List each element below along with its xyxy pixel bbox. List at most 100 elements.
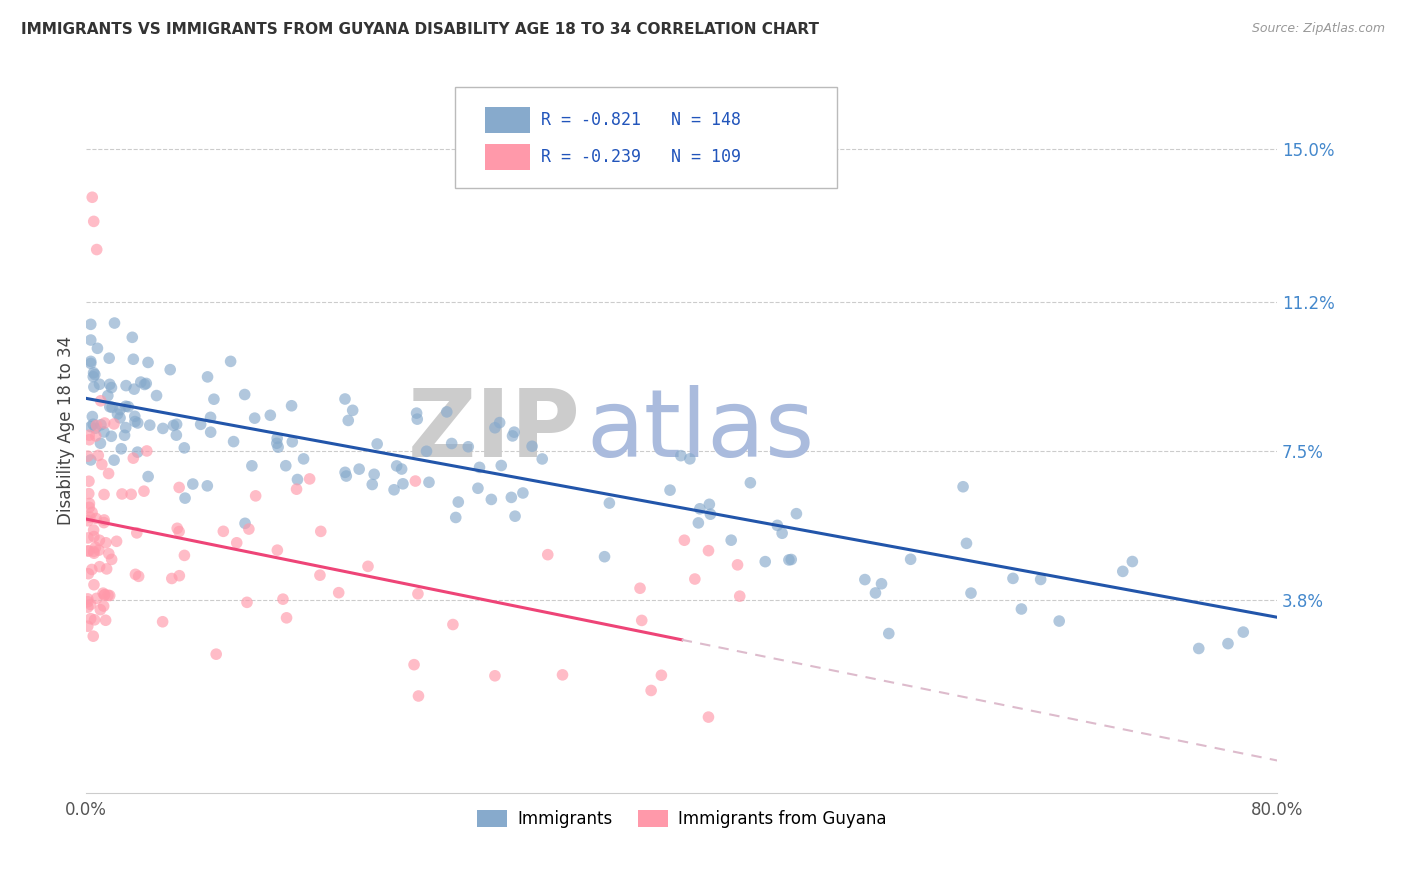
Text: R = -0.239   N = 109: R = -0.239 N = 109: [541, 148, 741, 166]
Point: [298, 472, 321, 486]
Point: [90, 458, 112, 472]
Point: [93, 425, 115, 439]
Point: [107, 407, 129, 421]
Point: [197, 370, 219, 384]
Point: [491, 458, 513, 473]
Point: [259, 409, 281, 423]
Point: [117, 400, 139, 414]
Point: [86, 243, 108, 257]
Point: [83, 380, 105, 394]
Point: [728, 589, 751, 603]
Point: [385, 458, 408, 473]
Point: [408, 689, 430, 703]
Point: [83, 523, 105, 537]
Point: [127, 416, 149, 430]
Point: [159, 362, 181, 376]
Point: [167, 524, 190, 539]
Point: [79, 510, 101, 524]
Point: [134, 377, 156, 392]
Point: [531, 452, 554, 467]
Point: [382, 483, 405, 497]
Point: [77, 428, 100, 442]
Point: [125, 525, 148, 540]
Point: [669, 449, 692, 463]
Point: [266, 436, 288, 450]
Point: [77, 566, 100, 581]
Point: [83, 530, 105, 544]
Point: [100, 552, 122, 566]
Point: [100, 380, 122, 394]
Point: [697, 543, 720, 558]
Point: [76, 544, 98, 558]
Point: [391, 462, 413, 476]
Point: [136, 469, 159, 483]
Point: [276, 611, 298, 625]
Point: [630, 614, 652, 628]
Point: [122, 352, 145, 367]
Point: [122, 382, 145, 396]
Point: [222, 434, 245, 449]
Point: [76, 449, 98, 463]
Point: [87, 543, 110, 558]
Point: [363, 467, 385, 482]
Point: [84, 511, 107, 525]
Point: [93, 588, 115, 602]
Point: [103, 453, 125, 467]
Point: [129, 375, 152, 389]
Point: [166, 521, 188, 535]
Point: [89, 533, 111, 548]
Point: [110, 442, 132, 456]
Point: [266, 543, 288, 558]
Point: [87, 449, 110, 463]
Point: [162, 418, 184, 433]
Point: [84, 429, 107, 443]
Point: [77, 474, 100, 488]
Point: [200, 410, 222, 425]
Point: [402, 657, 425, 672]
Point: [205, 647, 228, 661]
Point: [225, 535, 247, 549]
FancyBboxPatch shape: [485, 145, 530, 170]
Point: [659, 483, 682, 497]
Point: [169, 568, 191, 582]
Point: [89, 436, 111, 450]
Point: [444, 510, 467, 524]
Point: [91, 586, 114, 600]
Point: [688, 516, 710, 530]
Point: [287, 473, 309, 487]
Point: [80, 453, 103, 467]
Point: [98, 589, 121, 603]
Point: [484, 421, 506, 435]
Point: [202, 392, 225, 407]
Point: [190, 417, 212, 432]
Point: [853, 573, 876, 587]
Point: [77, 486, 100, 500]
FancyBboxPatch shape: [485, 107, 530, 133]
Point: [236, 595, 259, 609]
Point: [328, 585, 350, 599]
Point: [960, 586, 983, 600]
Point: [111, 487, 134, 501]
Point: [93, 588, 115, 602]
Point: [166, 417, 188, 432]
Point: [697, 710, 720, 724]
Point: [520, 439, 543, 453]
Point: [145, 388, 167, 402]
Point: [778, 553, 800, 567]
Point: [501, 491, 523, 505]
Point: [1188, 641, 1211, 656]
Point: [436, 405, 458, 419]
Point: [754, 555, 776, 569]
Point: [415, 444, 437, 458]
Point: [219, 354, 242, 368]
Point: [267, 440, 290, 454]
Point: [266, 431, 288, 445]
Point: [84, 541, 107, 555]
Point: [93, 599, 115, 613]
Point: [484, 669, 506, 683]
Point: [79, 496, 101, 510]
Point: [650, 668, 672, 682]
Point: [689, 501, 711, 516]
Point: [98, 400, 121, 414]
Point: [93, 516, 115, 530]
